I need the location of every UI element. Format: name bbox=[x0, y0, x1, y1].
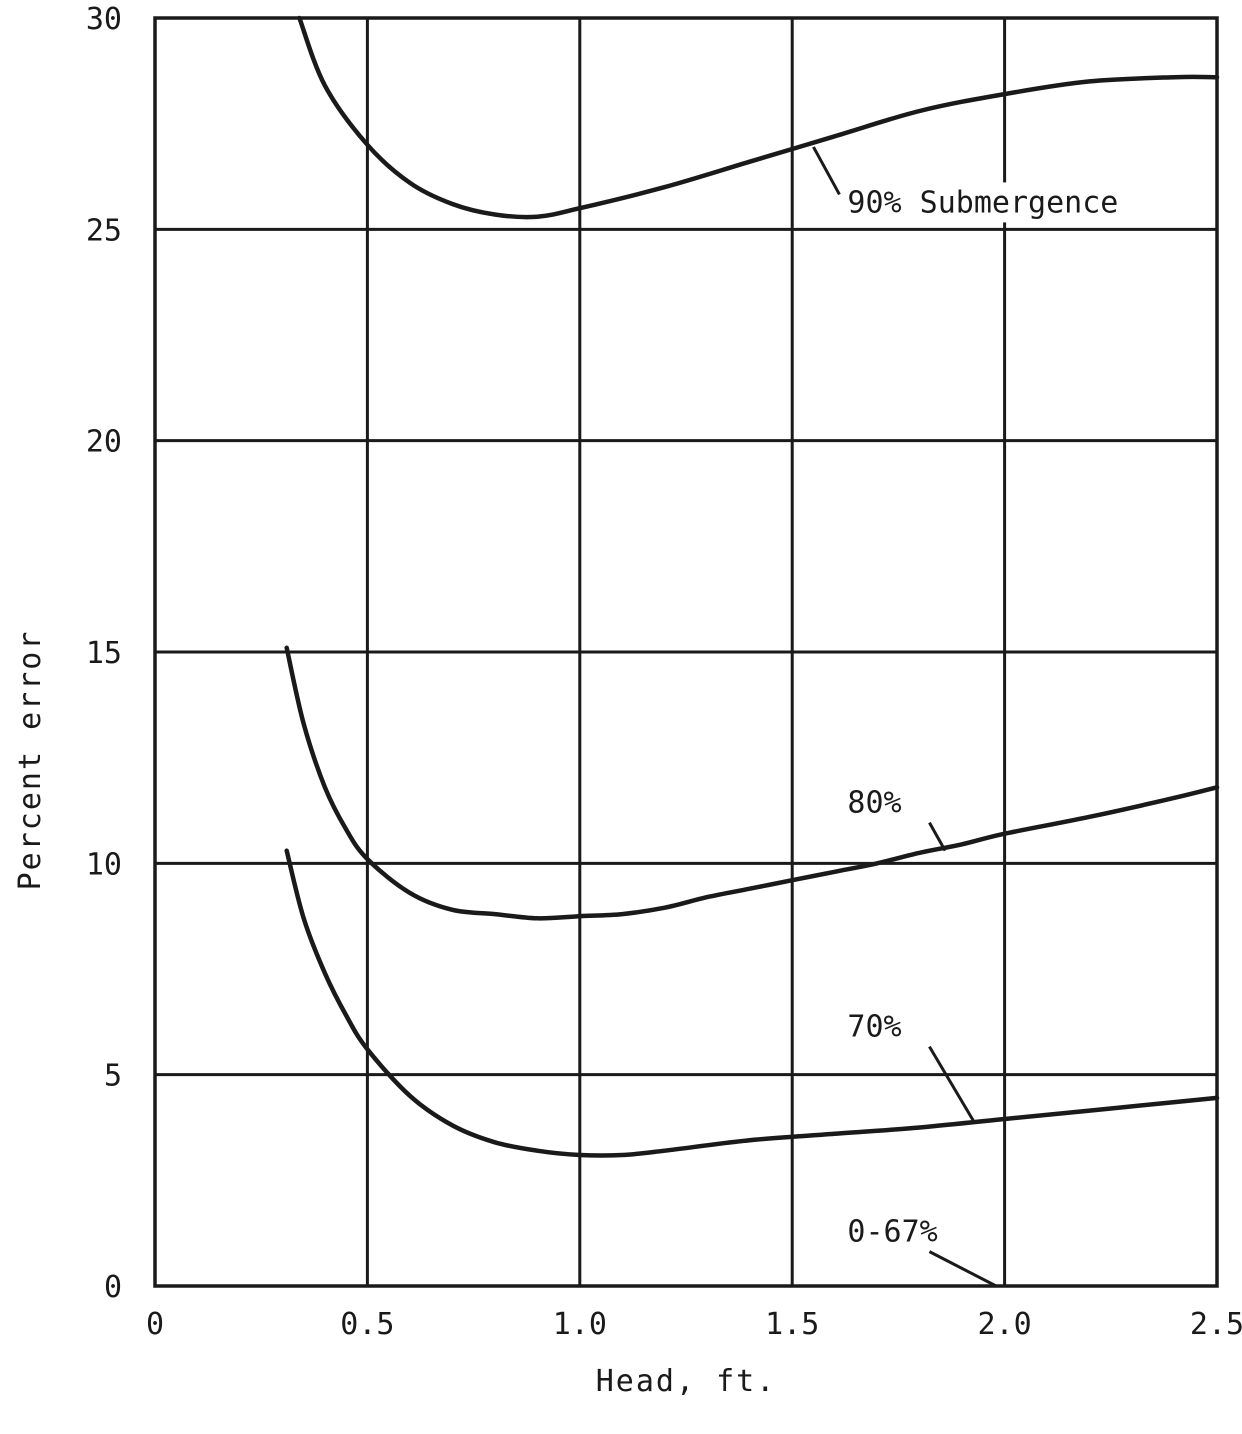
annotation-label-70pct: 70% bbox=[847, 1010, 901, 1045]
x-tick-label-2-0: 2.0 bbox=[978, 1307, 1032, 1342]
x-tick-label-0-5: 0.5 bbox=[340, 1307, 394, 1342]
y-tick-label-0: 0 bbox=[104, 1270, 122, 1305]
series-line-70pct bbox=[284, 848, 1220, 1158]
y-tick-label-10: 10 bbox=[86, 847, 122, 882]
x-tick-label-1-5: 1.5 bbox=[765, 1307, 819, 1342]
x-tick-labels: 0 0.5 1.0 1.5 2.0 2.5 bbox=[146, 1307, 1242, 1342]
y-tick-label-5: 5 bbox=[104, 1059, 122, 1094]
y-tick-label-20: 20 bbox=[86, 425, 122, 460]
annotation-label-0-67pct: 0-67% bbox=[847, 1215, 937, 1250]
y-tick-label-15: 15 bbox=[86, 636, 122, 671]
annotation-leaders bbox=[812, 146, 997, 1288]
y-tick-label-30: 30 bbox=[86, 2, 122, 37]
x-tick-label-2-5: 2.5 bbox=[1190, 1307, 1242, 1342]
y-tick-labels: 0 5 10 15 20 25 30 bbox=[86, 2, 122, 1305]
annotation-leader-90pct-submergence bbox=[812, 146, 841, 196]
annotation-label-90pct-submergence: 90% Submergence bbox=[847, 185, 1118, 220]
x-axis-label: Head, ft. bbox=[596, 1364, 777, 1399]
annotation-leader-70pct bbox=[928, 1045, 977, 1125]
y-tick-label-25: 25 bbox=[86, 213, 122, 248]
plot-frame bbox=[153, 16, 1219, 1288]
annotation-leader-0-67pct bbox=[928, 1250, 997, 1288]
series-curves bbox=[284, 15, 1220, 1158]
x-tick-label-0: 0 bbox=[146, 1307, 164, 1342]
annotation-labels: 90% Submergence 80% 70% 0-67% bbox=[843, 182, 1180, 1250]
annotation-label-80pct: 80% bbox=[847, 786, 901, 821]
y-axis-label: Percent error bbox=[13, 630, 48, 891]
annotation-label-backdrop bbox=[843, 182, 1180, 223]
annotation-leader-80pct bbox=[928, 821, 947, 852]
series-line-80pct bbox=[284, 645, 1220, 921]
x-tick-label-1-0: 1.0 bbox=[553, 1307, 607, 1342]
series-line-90pct-submergence bbox=[297, 15, 1220, 220]
grid bbox=[155, 18, 1217, 1286]
